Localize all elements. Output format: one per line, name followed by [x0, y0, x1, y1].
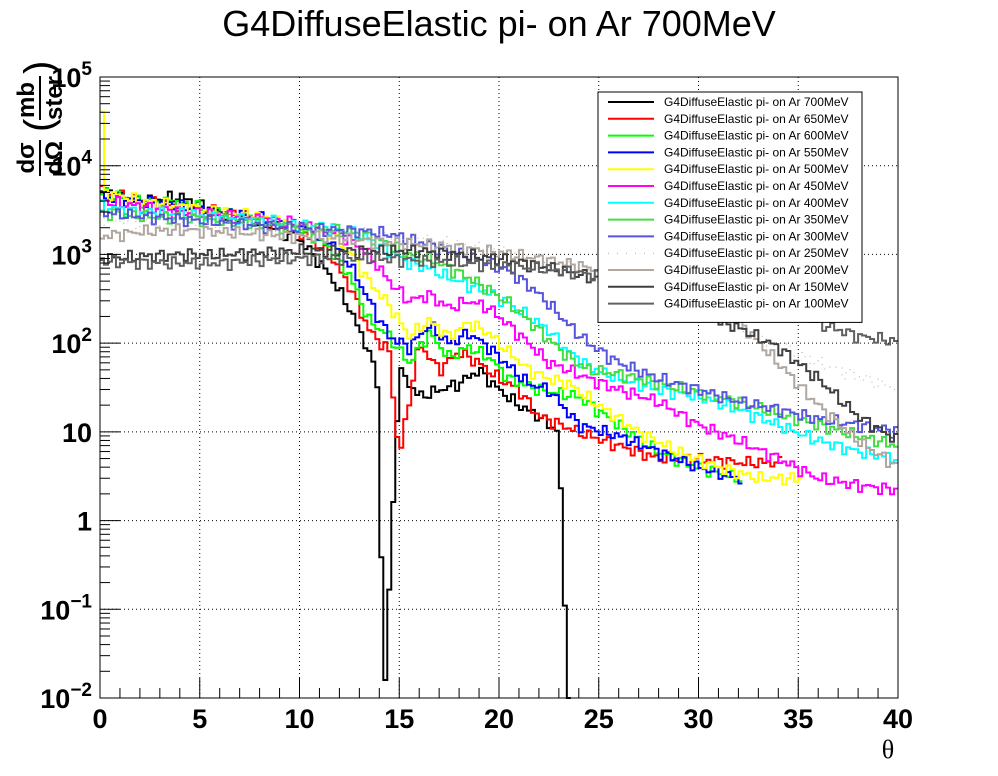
legend-entry-label: G4DiffuseElastic pi- on Ar 350MeV — [664, 213, 849, 227]
y-tick-label: 10−1 — [40, 591, 92, 625]
y-tick-label: 102 — [51, 325, 92, 359]
chart-title: G4DiffuseElastic pi- on Ar 700MeV — [222, 3, 776, 44]
series-line — [100, 208, 898, 448]
x-tick-label: 0 — [92, 704, 107, 734]
y-label-right-denominator: ster — [41, 76, 68, 120]
legend-entry-label: G4DiffuseElastic pi- on Ar 200MeV — [664, 263, 849, 277]
x-tick-label: 30 — [683, 704, 713, 734]
axis-ticks — [99, 76, 899, 699]
legend-box — [597, 91, 863, 323]
y-tick-labels: 10−2 10−1 1 10 102 103 104 105 — [40, 59, 92, 714]
x-tick-label: 35 — [783, 704, 813, 734]
legend-entry-label: G4DiffuseElastic pi- on Ar 550MeV — [664, 145, 849, 159]
legend-entry-label: G4DiffuseElastic pi- on Ar 150MeV — [664, 280, 849, 294]
series-line — [100, 110, 803, 486]
x-tick-label: 15 — [384, 704, 414, 734]
y-label-close-paren: ) — [17, 61, 61, 74]
legend-entry-label: G4DiffuseElastic pi- on Ar 500MeV — [664, 162, 849, 176]
x-tick-label: 5 — [192, 704, 207, 734]
y-label-right-numerator: mb — [13, 82, 40, 118]
y-label-left-denominator: dΩ — [41, 141, 68, 175]
legend-entry-label: G4DiffuseElastic pi- on Ar 100MeV — [664, 297, 849, 311]
y-tick-label: 10 — [62, 418, 92, 448]
y-tick-label: 104 — [51, 148, 92, 182]
y-tick-label: 105 — [51, 59, 92, 93]
legend-entry-label: G4DiffuseElastic pi- on Ar 400MeV — [664, 196, 849, 210]
series-line — [100, 189, 571, 699]
x-tick-label: 10 — [284, 704, 314, 734]
x-tick-label: 25 — [584, 704, 614, 734]
y-tick-label: 10−2 — [40, 680, 92, 714]
series-line — [100, 223, 898, 468]
series-line — [100, 208, 898, 439]
series-line — [100, 243, 898, 443]
y-axis-label: dσ dΩ ( mb ster ) — [13, 61, 68, 176]
legend-entry-label: G4DiffuseElastic pi- on Ar 300MeV — [664, 229, 849, 243]
y-tick-label: 1 — [77, 507, 92, 537]
legend-entry-label: G4DiffuseElastic pi- on Ar 700MeV — [664, 95, 849, 109]
legend-entry-label: G4DiffuseElastic pi- on Ar 250MeV — [664, 246, 849, 260]
legend-entry-label: G4DiffuseElastic pi- on Ar 450MeV — [664, 179, 849, 193]
y-label-open-paren: ( — [17, 118, 61, 132]
y-tick-label: 103 — [51, 236, 92, 270]
x-tick-label: 20 — [484, 704, 514, 734]
x-tick-labels: 0 5 10 15 20 25 30 35 40 — [92, 704, 913, 734]
series-layer — [100, 110, 898, 699]
legend-entry-label: G4DiffuseElastic pi- on Ar 600MeV — [664, 129, 849, 143]
legend: G4DiffuseElastic pi- on Ar 700MeV G4Diffu… — [597, 91, 863, 323]
x-tick-label: 40 — [883, 704, 913, 734]
legend-entry-label: G4DiffuseElastic pi- on Ar 650MeV — [664, 112, 849, 126]
x-axis-label: θ — [882, 735, 894, 764]
series-line — [100, 195, 898, 496]
y-label-left-numerator: dσ — [13, 142, 40, 173]
